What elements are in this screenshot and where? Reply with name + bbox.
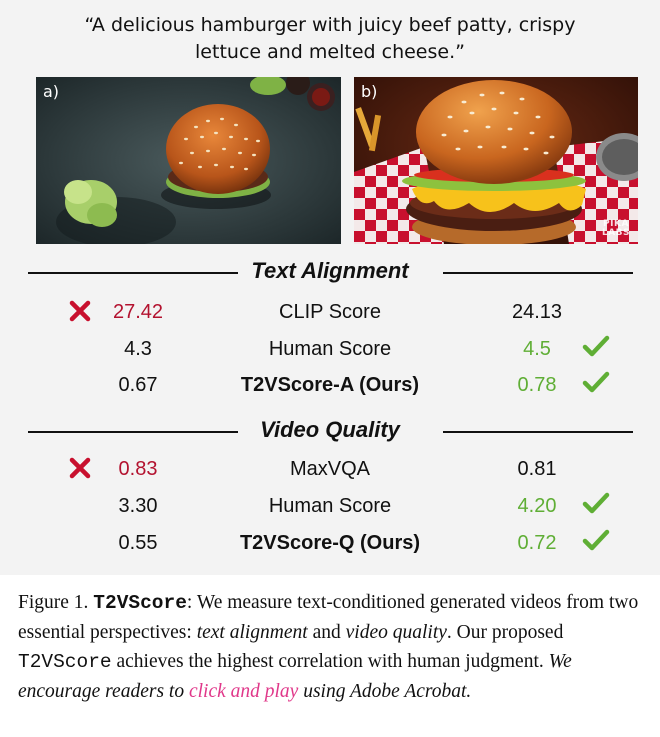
- caption-part-3: achieves the highest correlation with hu…: [111, 651, 549, 672]
- ta-row2-left: 4.3: [124, 338, 152, 360]
- section-rule-left: [28, 272, 238, 274]
- section-title-text-alignment: Text Alignment: [251, 258, 409, 283]
- section-rule-right: [443, 431, 633, 433]
- caption-part-1: : We measure text-conditioned generated …: [18, 592, 639, 643]
- panel-label-a: a): [43, 82, 60, 101]
- red-cross-icon: [69, 300, 91, 322]
- section-title-video-quality: Video Quality: [260, 417, 400, 442]
- ta-row3-right: 0.78: [517, 374, 557, 396]
- section-rule-left: [28, 431, 238, 433]
- caption-video-quality: video quality: [345, 622, 447, 643]
- prompt-text: “A delicious hamburger with juicy beef p…: [0, 12, 660, 66]
- vq-row3-right: 0.72: [517, 532, 557, 554]
- green-check-icon: [582, 529, 610, 551]
- ta-row2-right: 4.5: [523, 338, 551, 360]
- caption-figure-number: Figure 1.: [18, 592, 89, 613]
- watermark-line-1: PIKA: [603, 219, 629, 229]
- vq-row3-metric: T2VScore-Q (Ours): [239, 532, 421, 554]
- panel-label-b: b): [361, 82, 378, 101]
- caption-method-name-2: T2VScore: [18, 651, 112, 673]
- ta-row3-left: 0.67: [118, 374, 158, 396]
- green-check-icon: [582, 335, 610, 357]
- burger-image-a: [36, 77, 341, 244]
- prompt-line-1: “A delicious hamburger with juicy beef p…: [84, 14, 576, 36]
- ta-row1-right: 24.13: [511, 301, 563, 323]
- figure-caption: Figure 1. T2VScore: We measure text-cond…: [18, 588, 648, 706]
- vq-row1-right: 0.81: [517, 458, 557, 480]
- vq-row2-left: 3.30: [118, 495, 158, 517]
- caption-part-4: using Adobe Acrobat.: [298, 681, 472, 702]
- ta-row2-metric: Human Score: [268, 338, 392, 360]
- green-check-icon: [582, 371, 610, 393]
- burger-image-b: [354, 77, 638, 244]
- vq-row1-metric: MaxVQA: [289, 458, 371, 480]
- section-rule-right: [443, 272, 633, 274]
- vq-row3-left: 0.55: [118, 532, 158, 554]
- green-check-icon: [582, 492, 610, 514]
- vq-row2-right: 4.20: [517, 495, 557, 517]
- ta-row1-metric: CLIP Score: [279, 301, 381, 323]
- prompt-line-2: lettuce and melted cheese.”: [195, 41, 465, 63]
- pika-labs-watermark: PIKA LABS: [602, 220, 630, 238]
- video-panel-a[interactable]: a): [36, 77, 341, 244]
- caption-part-2: . Our proposed: [446, 622, 564, 643]
- caption-encourage: We encourage readers to: [18, 651, 572, 702]
- caption-method-name: T2VScore: [93, 592, 187, 614]
- click-and-play-link[interactable]: click and play: [188, 681, 299, 702]
- ta-row3-metric: T2VScore-A (Ours): [240, 374, 420, 396]
- vq-row2-metric: Human Score: [268, 495, 392, 517]
- figure: “A delicious hamburger with juicy beef p…: [0, 0, 660, 575]
- red-cross-icon: [69, 457, 91, 479]
- video-panel-b[interactable]: b) PIKA LABS: [354, 77, 638, 244]
- vq-row1-left: 0.83: [118, 458, 158, 480]
- caption-and: and: [307, 622, 346, 643]
- ta-row1-left: 27.42: [112, 301, 164, 323]
- watermark-line-2: LABS: [601, 228, 630, 238]
- caption-text-alignment: text alignment: [196, 622, 308, 643]
